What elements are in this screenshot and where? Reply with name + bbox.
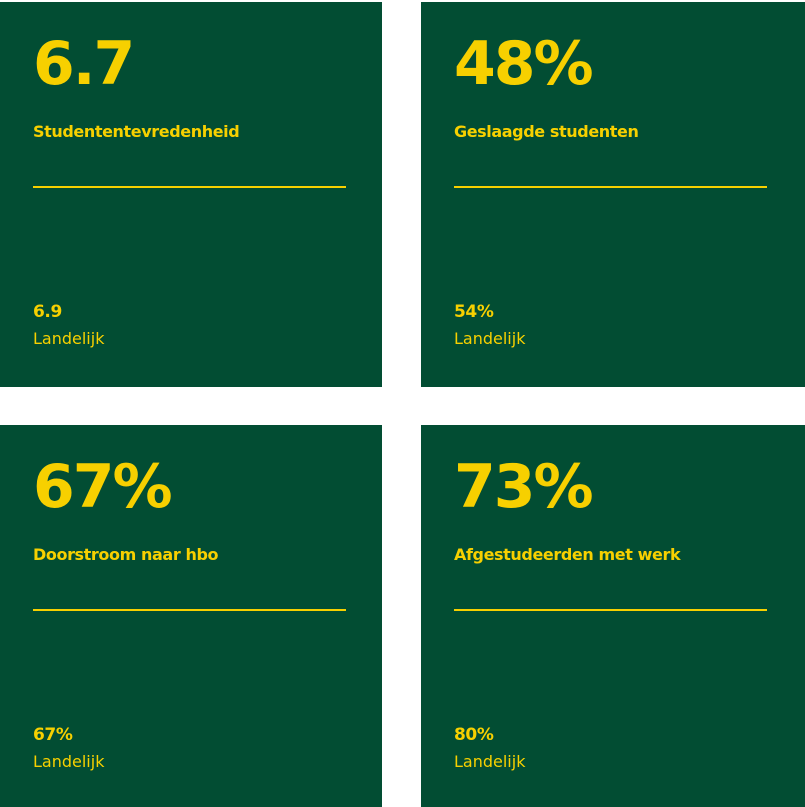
divider (33, 186, 346, 188)
national-label: Landelijk (33, 752, 105, 771)
stat-value: 48% (454, 29, 594, 99)
stat-card-passed-students: 48% Geslaagde studenten 54% Landelijk (421, 2, 805, 387)
stat-label: Doorstroom naar hbo (33, 545, 219, 564)
national-value: 67% (33, 725, 73, 745)
stat-card-progression-hbo: 67% Doorstroom naar hbo 67% Landelijk (0, 425, 382, 807)
divider (454, 609, 767, 611)
national-value: 80% (454, 725, 494, 745)
national-label: Landelijk (454, 752, 526, 771)
national-label: Landelijk (454, 329, 526, 348)
stat-value: 73% (454, 452, 594, 522)
stat-label: Afgestudeerden met werk (454, 545, 681, 564)
divider (33, 609, 346, 611)
stat-value: 67% (33, 452, 173, 522)
stat-card-graduates-employed: 73% Afgestudeerden met werk 80% Landelij… (421, 425, 805, 807)
divider (454, 186, 767, 188)
stat-value: 6.7 (33, 29, 135, 99)
national-value: 54% (454, 302, 494, 322)
national-value: 6.9 (33, 302, 62, 322)
stat-label: Geslaagde studenten (454, 122, 639, 141)
stat-card-student-satisfaction: 6.7 Studententevredenheid 6.9 Landelijk (0, 2, 382, 387)
stat-label: Studententevredenheid (33, 122, 240, 141)
national-label: Landelijk (33, 329, 105, 348)
